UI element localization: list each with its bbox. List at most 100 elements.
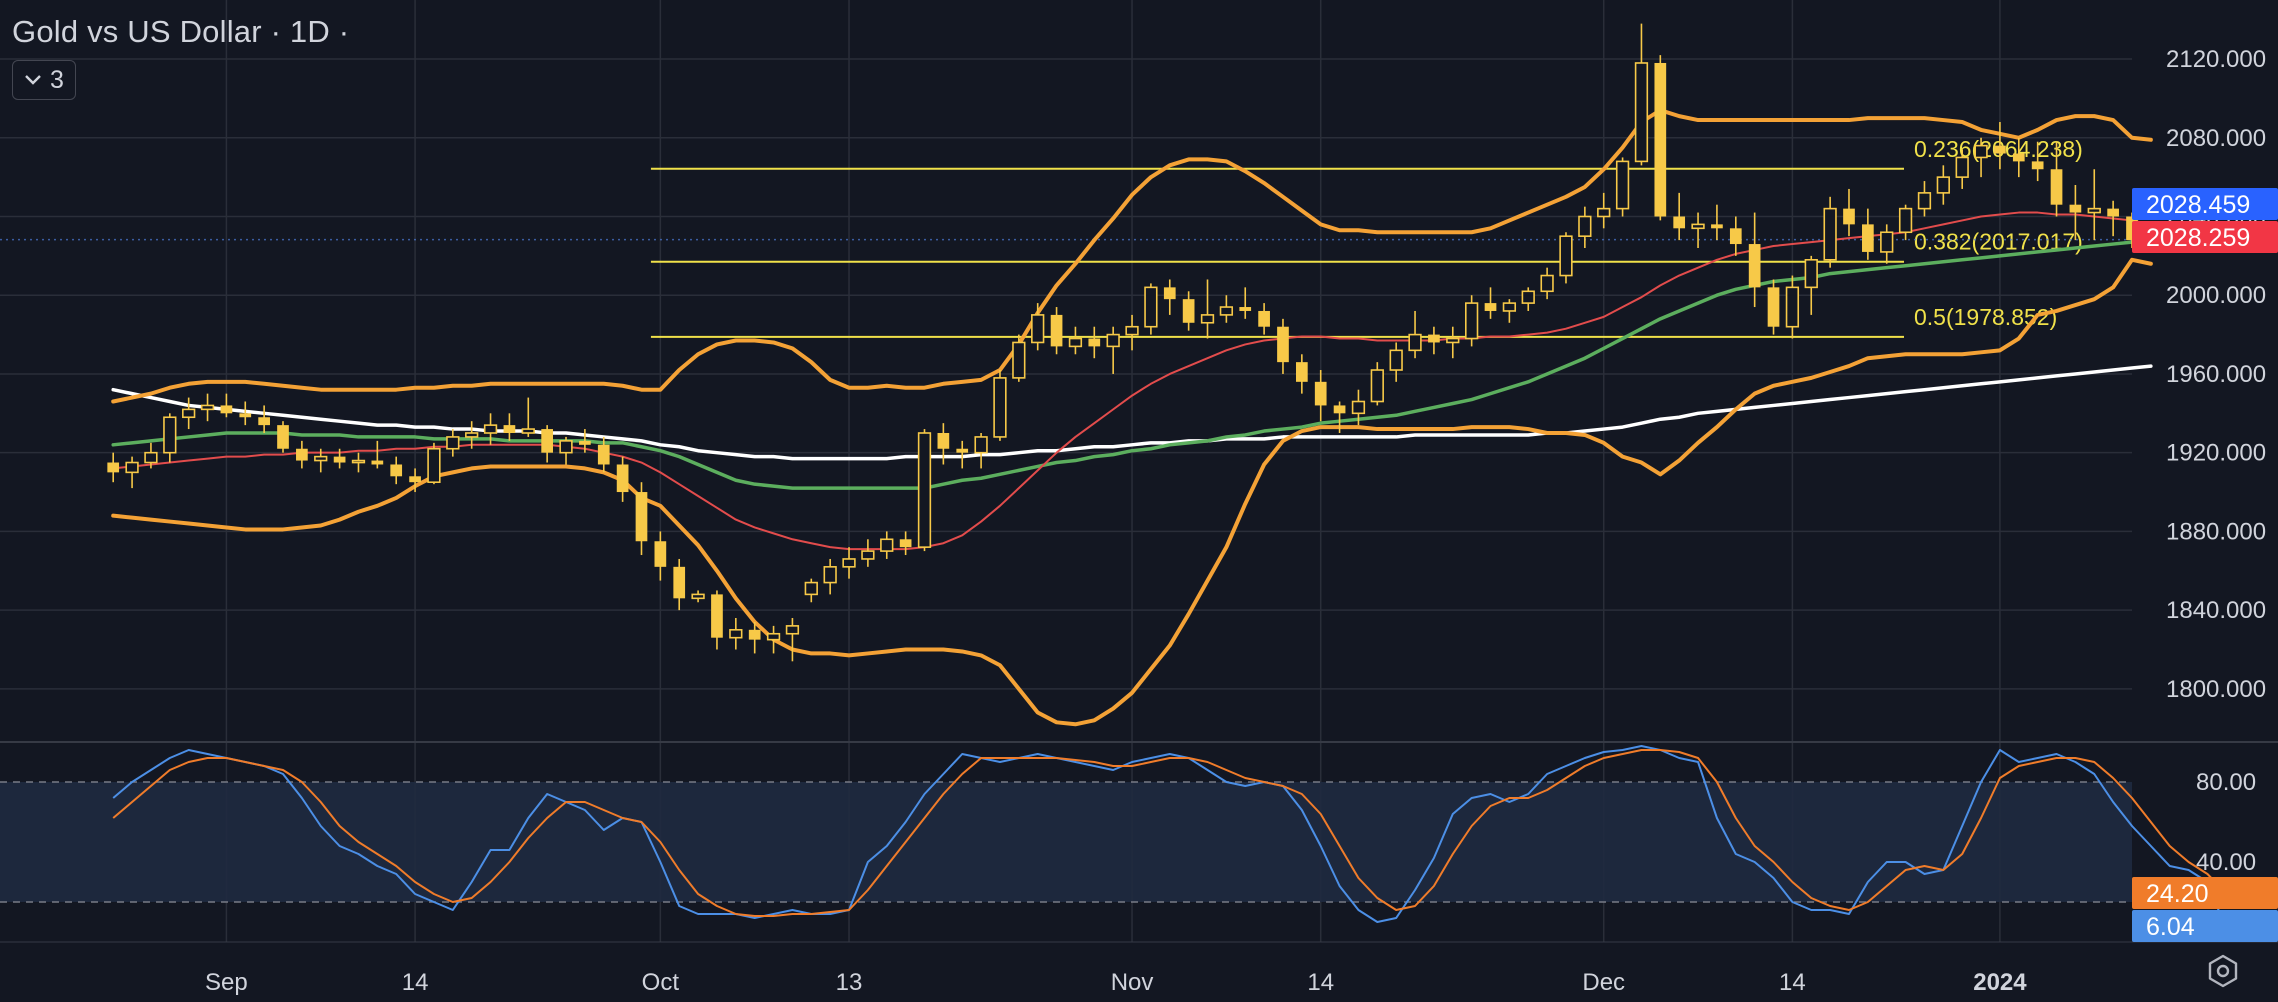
candle: [937, 423, 950, 465]
settings-icon[interactable]: [2206, 954, 2240, 988]
candle-body-up: [314, 455, 328, 462]
candle: [804, 578, 818, 603]
price-axis-label: 2120.000: [2166, 46, 2266, 73]
candle: [1785, 275, 1800, 339]
candle: [1219, 295, 1234, 323]
candle-body-up: [1634, 62, 1649, 163]
candle: [1464, 295, 1479, 347]
candle-body-up: [1012, 341, 1026, 379]
candle: [917, 429, 932, 552]
candle-body-up: [1785, 286, 1800, 328]
candle: [333, 448, 346, 469]
candle-body-up: [125, 461, 139, 474]
candle: [1163, 279, 1176, 315]
candle: [635, 482, 648, 556]
candle: [125, 456, 139, 489]
candle-body-down: [541, 429, 553, 453]
candle: [766, 625, 781, 654]
indicators-collapse-button[interactable]: 3: [12, 60, 76, 100]
price-axis-label: 2000.000: [2166, 282, 2266, 309]
candle: [390, 456, 403, 485]
candle-body-down: [748, 629, 761, 640]
candle: [1804, 255, 1818, 315]
candle: [1711, 204, 1723, 241]
candle-body-up: [427, 447, 441, 484]
candle: [1125, 314, 1139, 351]
candle: [559, 436, 573, 465]
time-axis-label: 14: [1779, 969, 1806, 996]
price-axis-label: 1880.000: [2166, 518, 2266, 545]
candle-body-up: [1068, 337, 1083, 348]
candle-body-up: [823, 566, 837, 584]
candle: [314, 448, 328, 473]
candle: [1182, 291, 1195, 331]
oscillator-axis-label: 80.00: [2196, 769, 2256, 796]
candle-body-up: [1502, 302, 1517, 312]
last-price-badge-bg: [2132, 188, 2278, 220]
candle-body-up: [1917, 192, 1932, 210]
candle-body-up: [1804, 258, 1818, 289]
candle: [1673, 192, 1686, 241]
candle-body-up: [1031, 314, 1045, 344]
candle-body-down: [2012, 153, 2025, 162]
time-axis-label: Sep: [205, 969, 248, 996]
candle: [1200, 279, 1215, 339]
candle-body-down: [258, 417, 270, 426]
candle-body-down: [1729, 228, 1742, 245]
candle-body-up: [729, 629, 743, 639]
candle-body-down: [1333, 405, 1346, 414]
candle-body-up: [1936, 176, 1950, 194]
candle: [729, 618, 743, 650]
stochastic-d-line: [112, 749, 2228, 917]
candle: [1917, 181, 1932, 217]
candle: [1333, 401, 1346, 433]
chevron-down-icon: [25, 75, 41, 85]
candle-body-up: [974, 436, 988, 454]
candle: [521, 397, 535, 437]
candle-body-up: [1351, 400, 1366, 415]
candle: [2087, 169, 2101, 241]
candle: [1994, 122, 2006, 170]
candle-body-up: [1144, 286, 1158, 328]
candle: [1502, 299, 1517, 323]
candle: [899, 531, 912, 556]
candle-body-up: [691, 593, 705, 600]
candle: [1239, 287, 1252, 319]
candle-body-down: [1258, 310, 1270, 327]
candle: [842, 547, 856, 579]
candle: [579, 429, 591, 453]
candle: [616, 456, 629, 502]
price-axis-label: 2080.000: [2166, 125, 2266, 152]
candle-body-up: [880, 538, 894, 552]
candle-body-down: [1428, 334, 1440, 343]
candle-body-up: [465, 432, 479, 438]
candle: [1050, 307, 1063, 355]
stochastic-k-line: [112, 745, 2228, 931]
candle: [2031, 141, 2044, 182]
candle: [711, 590, 723, 650]
candle-body-down: [371, 460, 384, 465]
stochastic-k-badge-text: 6.04: [2146, 913, 2195, 941]
candle-body-up: [1200, 314, 1215, 324]
oscillator-axis-label: 40.00: [2196, 849, 2256, 876]
candle: [1314, 370, 1327, 422]
candle: [956, 440, 969, 469]
candle: [1540, 267, 1554, 300]
candle-body-up: [1540, 274, 1554, 293]
candle-body-up: [1370, 369, 1384, 403]
candle: [1955, 149, 1969, 189]
candle: [409, 468, 421, 493]
candle-body-down: [2069, 204, 2082, 213]
stochastic-d-badge-bg: [2132, 877, 2278, 909]
candle: [1767, 279, 1780, 335]
candle-body-down: [333, 456, 346, 463]
candle-body-up: [1578, 215, 1592, 237]
candle-body-down: [1673, 216, 1686, 229]
candle: [1862, 208, 1874, 260]
candle: [200, 393, 215, 422]
candle-body-down: [597, 444, 610, 465]
candle-body-up: [766, 632, 781, 641]
candle: [2012, 137, 2025, 178]
